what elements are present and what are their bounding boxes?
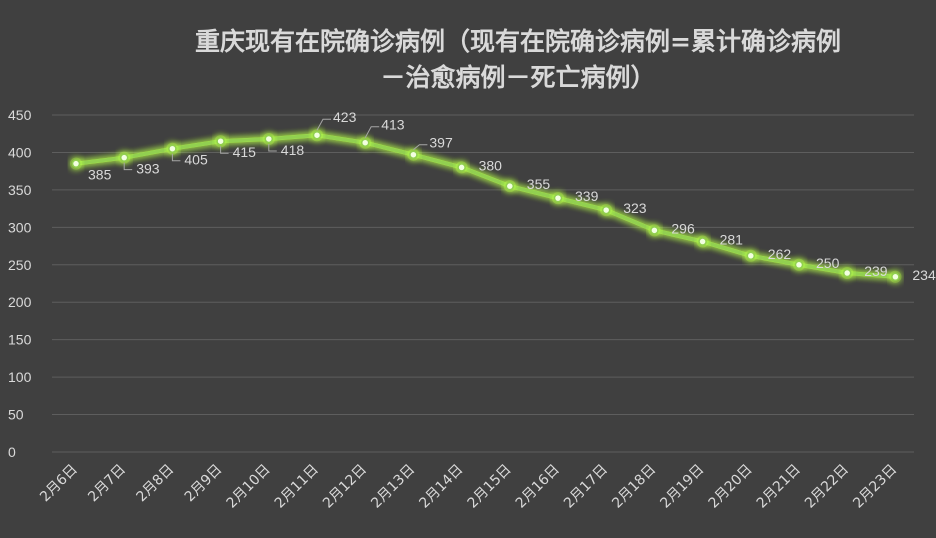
x-tick-label: 2月23日 — [850, 462, 900, 512]
x-tick-label: 2月22日 — [802, 462, 852, 512]
y-tick-label: 0 — [8, 444, 16, 460]
chart-title-line-2: －治愈病例－死亡病例） — [380, 63, 655, 92]
data-label: 397 — [429, 135, 453, 151]
data-label-leader — [268, 143, 277, 152]
data-labels: 385 393 405 415 418 423 413 397 380 355 339 323 296 2… — [88, 109, 936, 283]
x-tick-label: 2月17日 — [561, 462, 611, 512]
data-point — [650, 226, 659, 235]
data-point — [71, 159, 81, 168]
data-markers — [70, 129, 902, 283]
x-tick-label: 2月8日 — [134, 462, 178, 506]
x-tick-label: 2月19日 — [657, 462, 707, 512]
x-tick-label: 2月18日 — [609, 462, 659, 512]
data-label: 355 — [527, 176, 551, 192]
data-label: 234 — [912, 267, 936, 283]
x-tick-label: 2月7日 — [85, 462, 129, 506]
data-label: 339 — [575, 188, 599, 204]
data-label: 385 — [88, 167, 112, 183]
data-point — [794, 260, 804, 270]
data-label: 262 — [768, 246, 792, 262]
data-label: 323 — [623, 200, 647, 216]
x-tick-label: 2月9日 — [182, 462, 226, 506]
data-label: 413 — [381, 117, 405, 133]
data-point — [891, 272, 900, 282]
data-point — [698, 237, 707, 246]
x-tick-label: 2月14日 — [416, 462, 466, 512]
y-tick-label: 450 — [8, 107, 32, 123]
series-line — [75, 133, 896, 279]
data-point — [457, 163, 466, 172]
x-tick-label: 2月15日 — [465, 462, 515, 512]
data-label: 423 — [333, 109, 357, 125]
data-label: 415 — [233, 144, 257, 160]
x-tick-label: 2月13日 — [368, 462, 418, 512]
data-point — [168, 144, 177, 153]
x-axis-ticks: 2月6日 2月7日 2月8日 2月9日2月10日2月11日2月12日2月13日2月14… — [37, 462, 900, 512]
data-label: 239 — [864, 263, 888, 279]
y-tick-label: 400 — [8, 144, 32, 160]
y-tick-label: 100 — [8, 369, 32, 385]
data-label-leader — [413, 144, 428, 151]
x-tick-label: 2月12日 — [320, 462, 370, 512]
data-label: 405 — [184, 152, 208, 168]
y-tick-label: 300 — [8, 219, 32, 235]
series-line-group — [75, 133, 896, 279]
y-tick-label: 200 — [8, 294, 32, 310]
data-point — [409, 150, 418, 159]
data-label-leader — [364, 126, 380, 138]
data-label-leader — [220, 146, 229, 154]
x-tick-label: 2月16日 — [513, 462, 563, 512]
data-point — [264, 134, 274, 144]
data-point — [312, 130, 322, 140]
data-point — [746, 251, 756, 261]
data-point — [505, 181, 515, 191]
data-point — [216, 136, 225, 146]
data-point — [601, 205, 611, 215]
y-tick-label: 150 — [8, 332, 32, 348]
data-label: 250 — [816, 255, 840, 271]
y-tick-label: 50 — [8, 407, 24, 423]
x-tick-label: 2月10日 — [224, 462, 274, 512]
x-tick-label: 2月11日 — [272, 462, 322, 512]
gridlines — [52, 114, 914, 453]
data-label-leader — [171, 153, 181, 162]
data-label: 281 — [720, 232, 744, 248]
data-label-leader — [123, 162, 133, 171]
y-tick-label: 250 — [8, 257, 32, 273]
x-tick-label: 2月6日 — [37, 462, 81, 506]
chart-title: 重庆现有在院确诊病例（现有在院确诊病例=累计确诊病例 －治愈病例－死亡病例） — [195, 27, 841, 92]
data-label: 418 — [281, 142, 305, 158]
data-point — [553, 193, 563, 203]
chart-title-line-1: 重庆现有在院确诊病例（现有在院确诊病例=累计确诊病例 — [195, 27, 841, 56]
data-point — [119, 153, 129, 162]
data-point — [842, 268, 852, 278]
data-label: 380 — [479, 157, 503, 173]
data-label-leader — [316, 118, 331, 131]
data-point — [360, 138, 370, 147]
x-tick-label: 2月21日 — [754, 462, 804, 512]
y-tick-label: 350 — [8, 182, 32, 198]
x-tick-label: 2月20日 — [706, 462, 756, 512]
data-label: 393 — [136, 161, 160, 177]
data-label: 296 — [671, 220, 695, 236]
y-axis-ticks: 0 50 100 150 200 250 300 350 400 450 — [8, 107, 32, 460]
